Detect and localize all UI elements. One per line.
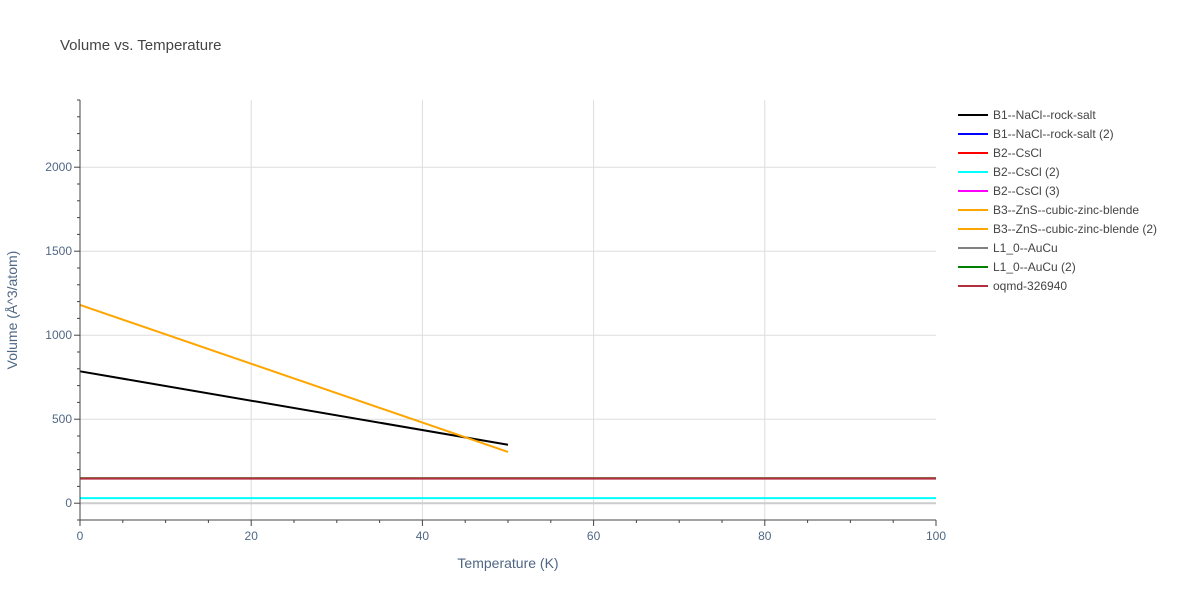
x-axis-label: Temperature (K) — [457, 555, 558, 571]
legend-label: oqmd-326940 — [993, 279, 1067, 293]
legend-label: L1_0--AuCu (2) — [993, 260, 1076, 274]
legend-item[interactable]: B2--CsCl — [958, 146, 1042, 160]
legend-item[interactable]: B3--ZnS--cubic-zinc-blende — [958, 203, 1139, 217]
legend[interactable]: B1--NaCl--rock-salt B1--NaCl--rock-salt (… — [958, 108, 1157, 293]
x-tick-label: 0 — [77, 529, 84, 543]
y-tick-label: 0 — [65, 496, 72, 510]
legend-label: B3--ZnS--cubic-zinc-blende — [993, 203, 1139, 217]
series-line-0 — [79, 370, 509, 446]
chart-title: Volume vs. Temperature — [60, 37, 221, 54]
y-axis-label: Volume (Å^3/atom) — [4, 251, 20, 370]
legend-item[interactable]: L1_0--AuCu (2) — [958, 260, 1076, 274]
x-tick-label: 20 — [245, 529, 259, 543]
legend-item[interactable]: B1--NaCl--rock-salt — [958, 108, 1096, 122]
x-tick-label: 80 — [758, 529, 772, 543]
legend-label: B3--ZnS--cubic-zinc-blende (2) — [993, 222, 1157, 236]
x-tick-label: 60 — [587, 529, 601, 543]
legend-item[interactable]: L1_0--AuCu — [958, 241, 1058, 255]
legend-item[interactable]: B3--ZnS--cubic-zinc-blende (2) — [958, 222, 1157, 236]
legend-item[interactable]: oqmd-326940 — [958, 279, 1067, 293]
y-tick-label: 1000 — [45, 328, 72, 342]
legend-label: B1--NaCl--rock-salt (2) — [993, 127, 1114, 141]
series-lines — [79, 304, 936, 500]
legend-label: B1--NaCl--rock-salt — [993, 108, 1096, 122]
legend-label: B2--CsCl — [993, 146, 1042, 160]
legend-item[interactable]: B1--NaCl--rock-salt (2) — [958, 127, 1114, 141]
legend-label: B2--CsCl (2) — [993, 165, 1060, 179]
grid — [80, 100, 936, 520]
legend-label: B2--CsCl (3) — [993, 184, 1060, 198]
y-tick-label: 1500 — [45, 244, 72, 258]
legend-item[interactable]: B2--CsCl (2) — [958, 165, 1060, 179]
y-tick-label: 500 — [52, 412, 72, 426]
legend-item[interactable]: B2--CsCl (3) — [958, 184, 1060, 198]
legend-label: L1_0--AuCu — [993, 241, 1058, 255]
y-tick-label: 2000 — [45, 160, 72, 174]
x-tick-label: 40 — [416, 529, 430, 543]
series-line-5 — [79, 304, 509, 453]
x-tick-label: 100 — [926, 529, 946, 543]
